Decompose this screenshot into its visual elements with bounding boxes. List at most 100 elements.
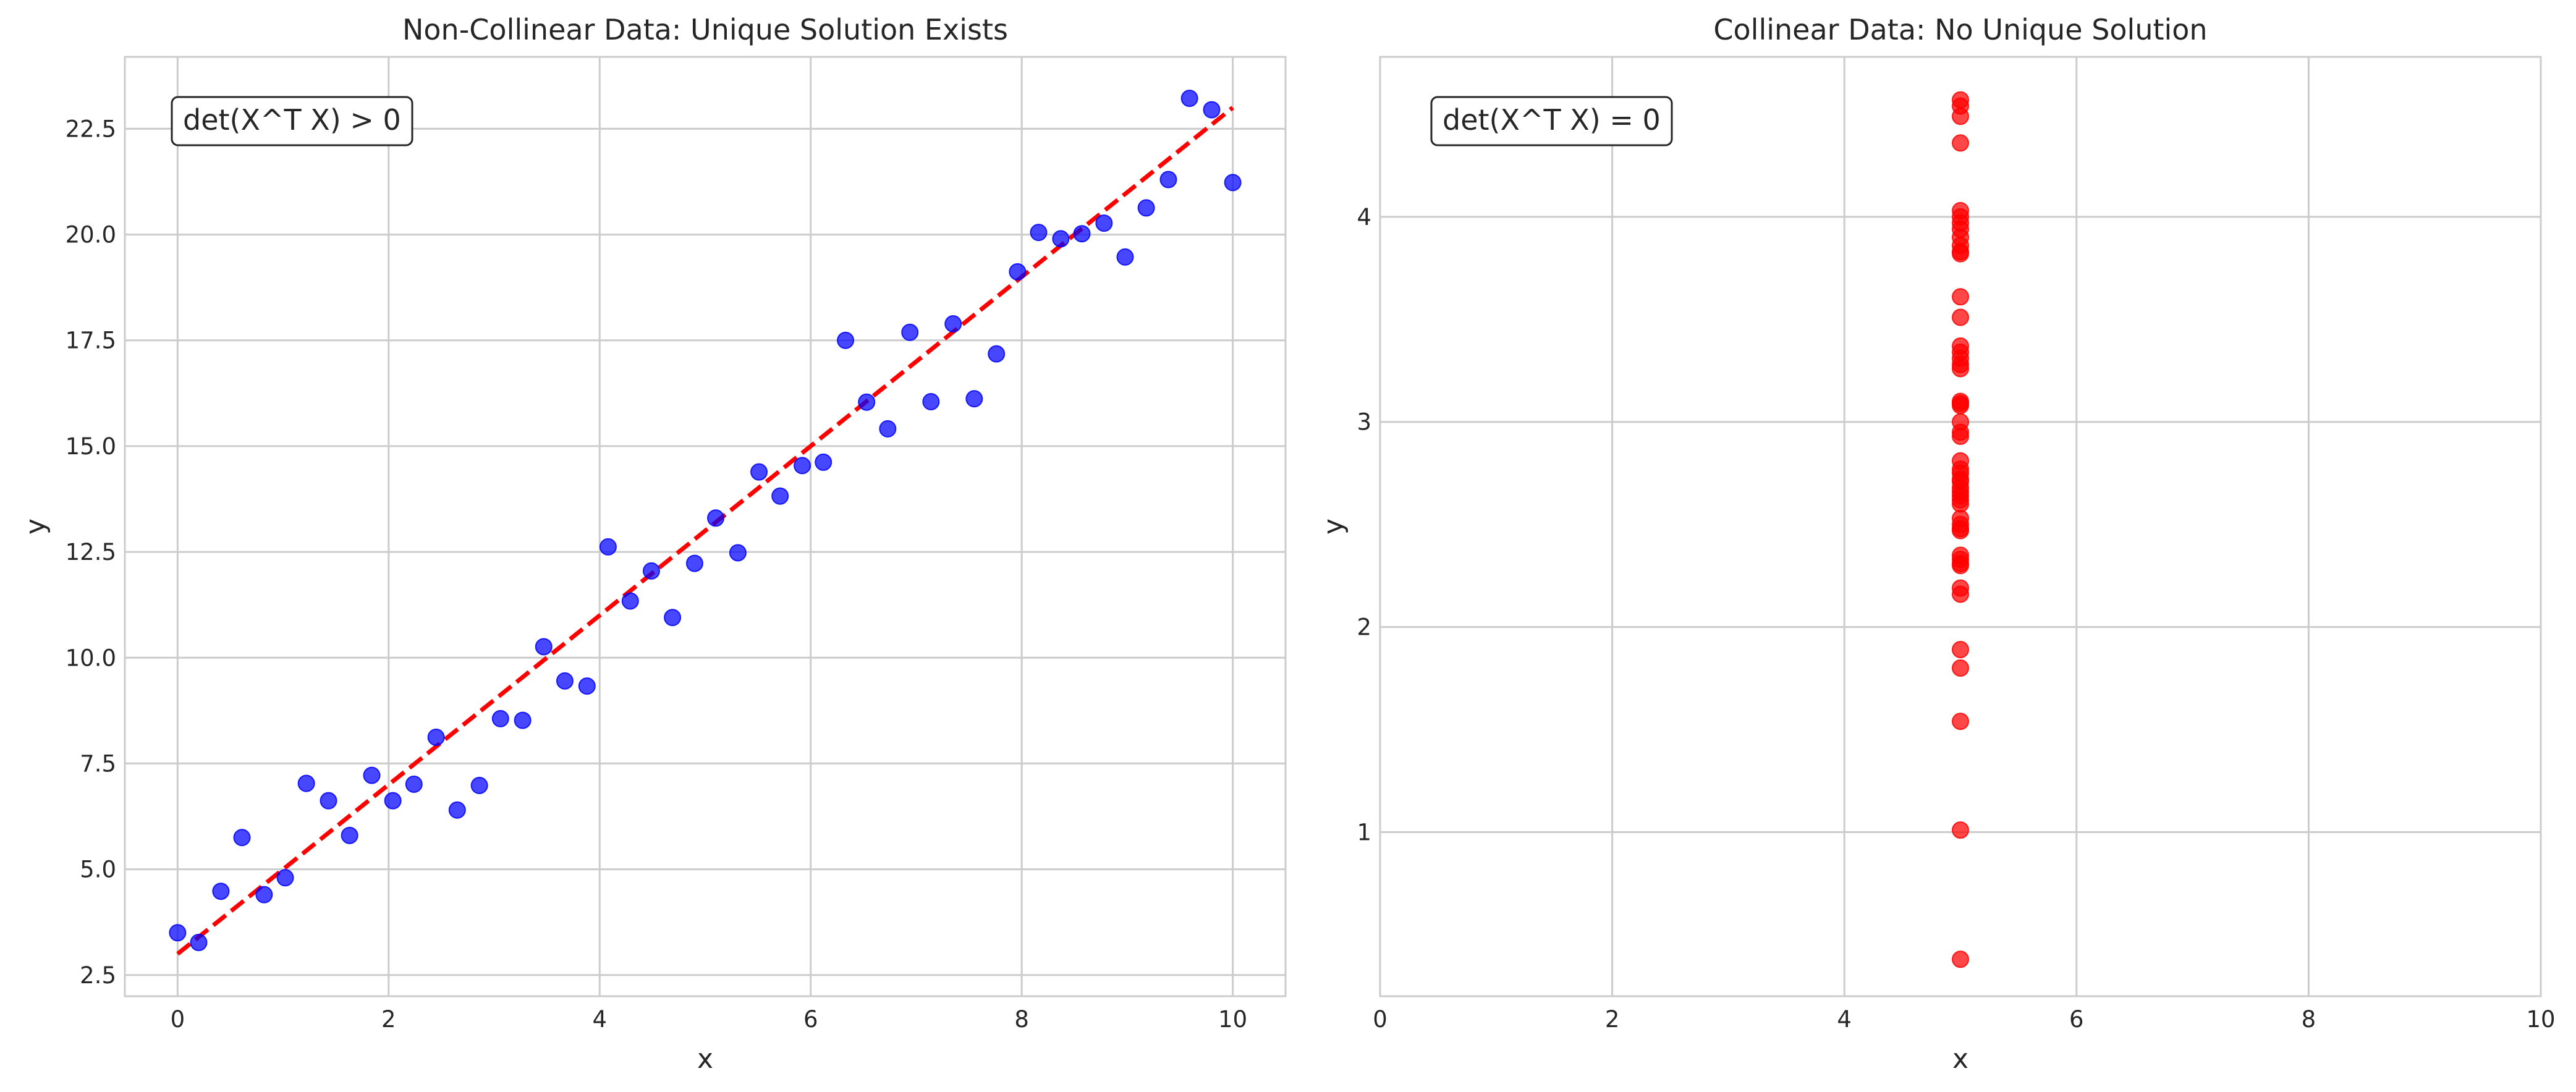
right-data-point xyxy=(1952,659,1969,677)
left-y-ticks: 2.5 5.0 7.5 10.0 12.5 15.0 17.5 20.0 22.5 xyxy=(66,116,116,988)
left-x-tick-label: 4 xyxy=(592,1006,607,1033)
left-fit-line xyxy=(176,106,1234,956)
left-annotation-box: det(X^T X) > 0 xyxy=(171,96,413,146)
right-data-point xyxy=(1952,360,1969,378)
left-y-tick-label: 20.0 xyxy=(66,222,116,248)
left-x-tick-label: 6 xyxy=(803,1006,818,1033)
left-data-point xyxy=(879,420,897,438)
left-data-point xyxy=(448,801,466,819)
left-y-tick-label: 7.5 xyxy=(80,750,116,777)
right-y-tick-label: 1 xyxy=(1357,819,1371,845)
left-data-point xyxy=(535,638,553,656)
left-y-tick-label: 15.0 xyxy=(66,433,116,460)
right-data-point xyxy=(1952,585,1969,603)
left-data-point xyxy=(556,672,574,690)
left-data-point xyxy=(341,826,358,844)
left-x-tick-label: 2 xyxy=(381,1006,396,1033)
left-data-point xyxy=(707,509,725,527)
left-data-point xyxy=(233,829,251,847)
left-data-point xyxy=(944,315,962,333)
left-data-point xyxy=(320,792,337,810)
left-fit-line-layer xyxy=(176,106,1234,956)
right-data-point xyxy=(1952,520,1969,538)
left-data-point xyxy=(771,487,789,505)
right-data-point xyxy=(1952,487,1969,505)
left-data-point xyxy=(427,728,445,746)
left-x-tick-label: 8 xyxy=(1014,1006,1029,1033)
left-data-point xyxy=(212,882,230,900)
left-grid xyxy=(125,57,1286,996)
left-chart-title: Non-Collinear Data: Unique Solution Exis… xyxy=(402,13,1008,46)
left-data-point xyxy=(1180,90,1198,108)
left-data-point xyxy=(1052,230,1070,248)
right-y-tick-label: 3 xyxy=(1357,409,1371,436)
left-data-point xyxy=(470,777,488,795)
left-data-point xyxy=(858,393,876,411)
left-x-tick-label: 0 xyxy=(171,1006,185,1033)
left-data-point xyxy=(965,390,983,408)
right-x-tick-label: 0 xyxy=(1373,1006,1388,1033)
left-data-point xyxy=(1137,199,1155,217)
left-y-tick-label: 5.0 xyxy=(80,857,116,883)
right-data-point xyxy=(1952,108,1969,125)
right-x-tick-label: 8 xyxy=(2302,1006,2316,1033)
left-chart-panel: Non-Collinear Data: Unique Solution Exis… xyxy=(20,13,1287,1075)
left-data-point xyxy=(255,886,273,904)
left-y-tick-label: 22.5 xyxy=(66,116,116,142)
right-y-tick-label: 2 xyxy=(1357,614,1371,641)
right-x-axis-label: x xyxy=(1952,1043,1968,1075)
right-chart-panel: Collinear Data: No Unique Solution 0 2 4 6 8… xyxy=(1318,13,2556,1075)
right-data-point xyxy=(1952,950,1969,968)
left-data-point xyxy=(405,775,423,793)
left-data-point xyxy=(1073,225,1091,243)
right-data-point xyxy=(1952,427,1969,445)
right-annotation-frame xyxy=(1430,96,1673,146)
left-data-point xyxy=(664,609,682,627)
right-y-ticks: 1 2 3 4 xyxy=(1357,204,1371,846)
left-data-point xyxy=(901,323,919,341)
left-y-axis-label: y xyxy=(20,518,51,535)
right-annotation-box: det(X^T X) = 0 xyxy=(1430,96,1673,146)
left-x-ticks: 0 2 4 6 8 10 xyxy=(171,1006,1248,1033)
right-data-point xyxy=(1952,288,1969,306)
right-x-tick-label: 2 xyxy=(1605,1006,1620,1033)
left-data-point xyxy=(1224,174,1242,192)
left-plot-frame xyxy=(124,56,1287,997)
left-data-point xyxy=(190,934,208,952)
left-data-point xyxy=(491,709,509,727)
left-data-point xyxy=(599,538,617,556)
right-chart-title: Collinear Data: No Unique Solution xyxy=(1713,13,2207,46)
left-data-point xyxy=(1009,263,1027,281)
left-data-point xyxy=(988,345,1006,363)
right-data-point xyxy=(1952,397,1969,415)
right-plot-frame xyxy=(1379,56,2542,997)
right-data-point xyxy=(1952,470,1969,488)
right-x-tick-label: 10 xyxy=(2526,1006,2555,1033)
right-y-tick-label: 4 xyxy=(1357,204,1371,231)
left-data-point xyxy=(837,331,855,349)
left-data-point xyxy=(169,924,187,942)
left-x-axis-label: x xyxy=(697,1043,713,1075)
left-data-point xyxy=(642,562,660,580)
left-data-point xyxy=(363,766,381,784)
left-data-point xyxy=(514,711,532,729)
left-data-point xyxy=(578,677,596,695)
right-data-point xyxy=(1952,237,1969,255)
left-data-point xyxy=(1116,248,1134,266)
left-data-point xyxy=(1095,214,1113,232)
left-data-point xyxy=(750,463,768,481)
right-data-point xyxy=(1952,641,1969,659)
right-data-point xyxy=(1952,134,1969,152)
left-y-tick-label: 10.0 xyxy=(66,645,116,671)
right-x-tick-label: 6 xyxy=(2069,1006,2084,1033)
right-data-point xyxy=(1952,713,1969,730)
right-y-axis-label: y xyxy=(1318,518,1349,535)
left-annotation-text: det(X^T X) > 0 xyxy=(183,103,401,137)
left-data-point xyxy=(685,554,703,572)
right-x-tick-label: 4 xyxy=(1837,1006,1852,1033)
left-data-point xyxy=(276,869,294,887)
left-data-point xyxy=(815,453,833,471)
left-data-point xyxy=(384,792,402,810)
left-data-point xyxy=(297,774,315,792)
